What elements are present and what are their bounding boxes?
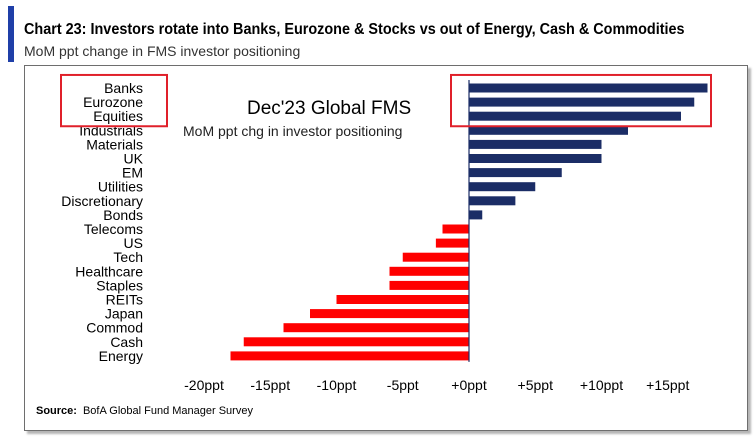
- bar-telecoms: [443, 225, 470, 234]
- x-tick-label: +15ppt: [646, 377, 689, 393]
- x-tick-label: +0ppt: [451, 377, 487, 393]
- category-labels-group: BanksEurozoneEquitiesIndustrialsMaterial…: [61, 80, 143, 364]
- bar-chart: BanksEurozoneEquitiesIndustrialsMaterial…: [25, 66, 747, 430]
- bar-staples: [390, 281, 470, 290]
- chart-subtitle: MoM ppt change in FMS investor positioni…: [24, 44, 300, 58]
- inset-title: Dec'23 Global FMS: [247, 98, 411, 119]
- chart-panel: Banks Eurozone Equities Industrials Material…: [24, 65, 748, 431]
- chart-title: Chart 23: Investors rotate into Banks, E…: [24, 22, 685, 38]
- bar-us: [436, 239, 469, 248]
- bar-em: [469, 168, 562, 177]
- bar-tech: [403, 253, 469, 262]
- category-label: Energy: [99, 348, 143, 364]
- x-tick-labels-group: -20ppt -15ppt -10ppt -5ppt +0ppt +5ppt +10ppt +…: [184, 377, 689, 393]
- source-line: Source: BofA Global Fund Manager Survey: [36, 405, 253, 417]
- x-tick-label: -5ppt: [387, 377, 419, 393]
- bar-commod: [284, 323, 470, 332]
- x-tick-label: -10ppt: [317, 377, 357, 393]
- bar-reits: [337, 295, 470, 304]
- source-text: BofA Global Fund Manager Survey: [83, 405, 253, 417]
- bar-eurozone: [469, 98, 694, 107]
- bar-japan: [310, 309, 469, 318]
- x-tick-label: -15ppt: [250, 377, 290, 393]
- inset-subtitle: MoM ppt chg in investor positioning: [183, 123, 402, 139]
- title-accent-bar: [8, 6, 14, 62]
- bar-banks: [469, 84, 708, 93]
- bar-healthcare: [390, 267, 470, 276]
- bar-cash: [244, 337, 469, 346]
- bar-bonds: [469, 210, 482, 219]
- bar-discretionary: [469, 196, 515, 205]
- x-tick-label: +10ppt: [580, 377, 623, 393]
- x-tick-label: -20ppt: [184, 377, 224, 393]
- bar-equities: [469, 112, 681, 121]
- bar-uk: [469, 154, 602, 163]
- x-tick-label: +5ppt: [518, 377, 554, 393]
- bar-materials: [469, 140, 602, 149]
- source-label: Source:: [36, 405, 77, 417]
- bar-energy: [231, 351, 470, 360]
- bar-utilities: [469, 182, 535, 191]
